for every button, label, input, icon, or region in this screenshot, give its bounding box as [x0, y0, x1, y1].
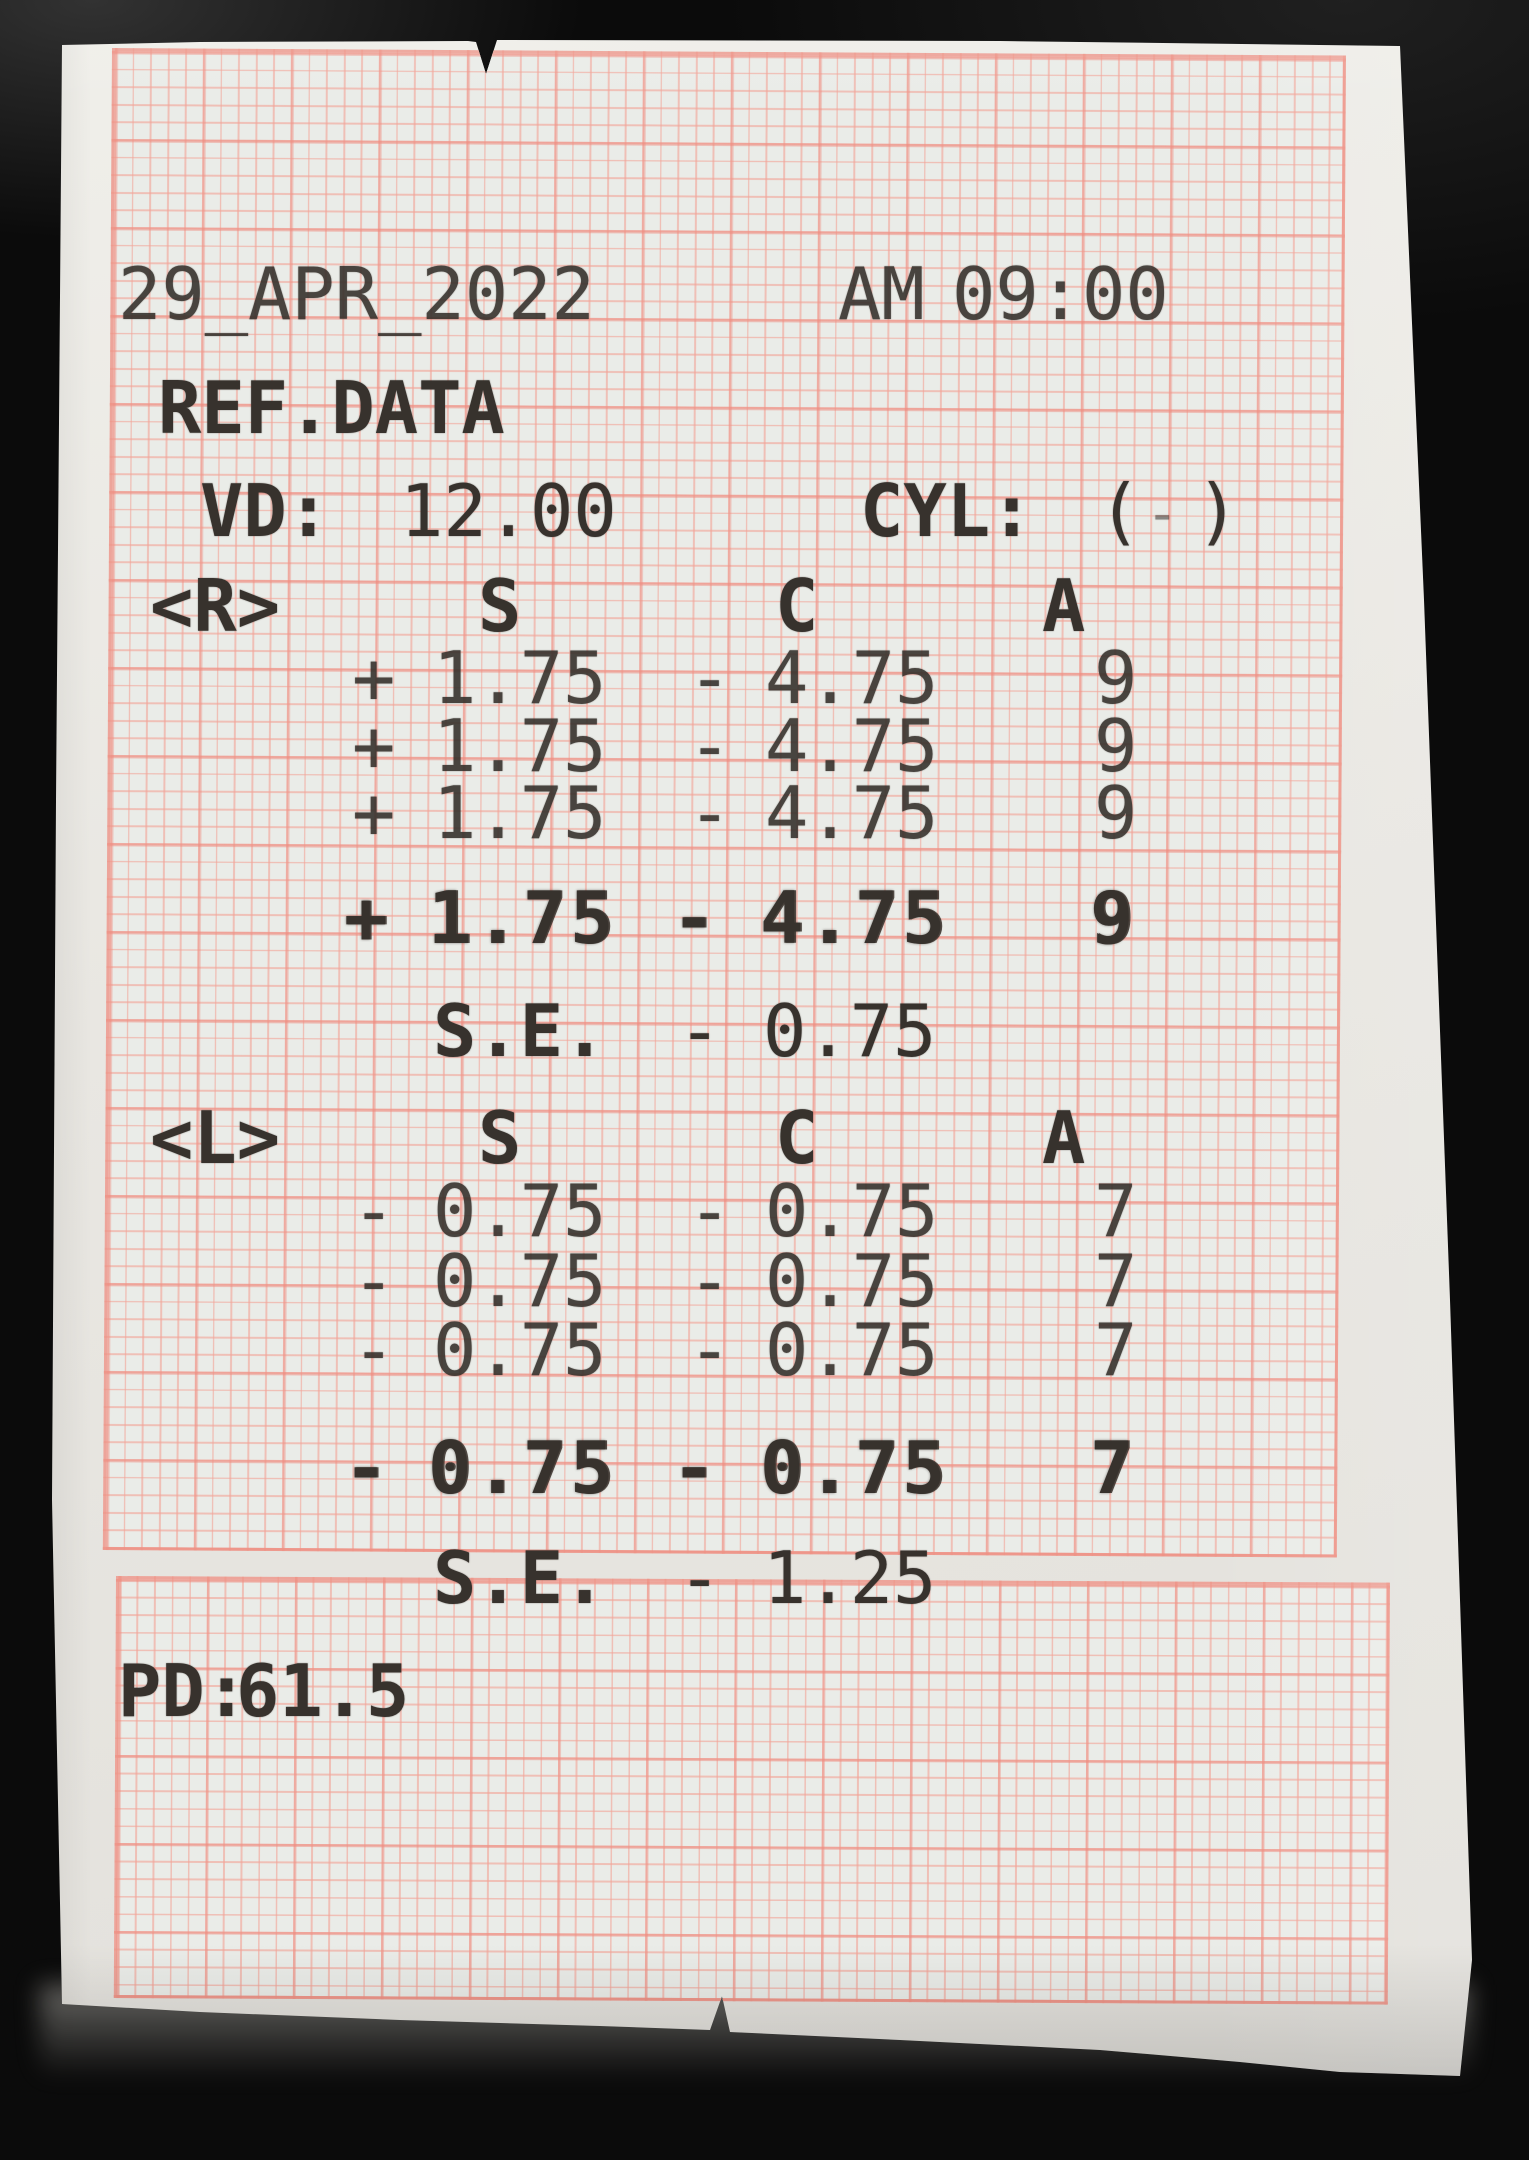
pd-label: PD:	[118, 1649, 249, 1733]
left-final-row: - 0.75 - 0.75 7	[52, 1426, 1472, 1516]
meridiem-text: AM	[838, 252, 925, 336]
cyl-sign: -	[688, 771, 732, 855]
sphere-sign: -	[344, 1426, 392, 1510]
se-value: 0.75	[763, 989, 937, 1073]
pd-line: PD: 61.5	[52, 1649, 1472, 1739]
cyl-value: 0.75	[765, 1239, 939, 1323]
right-reading-row: + 1.75 - 4.75 9	[52, 636, 1472, 726]
column-a-header: A	[1042, 564, 1086, 648]
sphere-sign: +	[344, 876, 392, 960]
sphere-sign: -	[352, 1308, 396, 1392]
cyl-sign: -	[688, 636, 732, 720]
sphere-sign: +	[352, 771, 396, 855]
right-final-row: + 1.75 - 4.75 9	[52, 876, 1472, 966]
sphere-sign: +	[352, 636, 396, 720]
cyl-value: 0.75	[760, 1426, 950, 1510]
sphere-value: 0.75	[428, 1426, 618, 1510]
cyl-value: 4.75	[765, 771, 939, 855]
cyl-label: CYL:	[860, 469, 1034, 553]
axis-value: 7	[1090, 1426, 1138, 1510]
left-eye-label: <L>	[150, 1096, 281, 1180]
cyl-sign: -	[672, 1426, 720, 1510]
axis-value: 9	[1094, 704, 1138, 788]
cyl-sign: -	[688, 1239, 732, 1323]
column-c-header: C	[775, 564, 819, 648]
cyl-dash: -	[1146, 482, 1179, 545]
cyl-sign: -	[688, 1308, 732, 1392]
axis-value: 7	[1094, 1169, 1138, 1253]
cyl-value: 4.75	[765, 636, 939, 720]
column-a-header: A	[1042, 1096, 1086, 1180]
title-line: REF.DATA	[52, 366, 1472, 456]
axis-value: 7	[1094, 1308, 1138, 1392]
se-label: S.E.	[433, 1536, 607, 1620]
right-eye-header: <R> S C A	[52, 564, 1472, 654]
left-reading-row: - 0.75 - 0.75 7	[52, 1308, 1472, 1398]
vd-label: VD:	[200, 469, 331, 553]
vd-cyl-line: VD: 12.00 CYL: ( - )	[52, 469, 1472, 559]
grid-block-bottom	[113, 1576, 1390, 2005]
sphere-value: 1.75	[433, 704, 607, 788]
left-eye-header: <L> S C A	[52, 1096, 1472, 1186]
right-reading-row: + 1.75 - 4.75 9	[52, 704, 1472, 794]
axis-value: 9	[1094, 636, 1138, 720]
vd-value: 12.00	[400, 469, 617, 553]
sphere-sign: +	[352, 704, 396, 788]
pd-value: 61.5	[236, 1649, 410, 1733]
sphere-value: 1.75	[433, 771, 607, 855]
sphere-value: 0.75	[433, 1169, 607, 1253]
datetime-line: 29_APR_2022 AM 09:00	[52, 252, 1472, 342]
column-s-header: S	[478, 1096, 522, 1180]
cyl-sign: -	[688, 1169, 732, 1253]
axis-value: 9	[1094, 771, 1138, 855]
right-se-line: S.E. - 0.75	[52, 989, 1472, 1079]
se-sign: -	[678, 1536, 722, 1620]
sphere-value: 1.75	[433, 636, 607, 720]
cyl-value: 4.75	[765, 704, 939, 788]
sphere-value: 0.75	[433, 1239, 607, 1323]
cyl-value: 4.75	[760, 876, 950, 960]
cyl-sign: -	[688, 704, 732, 788]
time-text: 09:00	[952, 252, 1169, 336]
se-label: S.E.	[433, 989, 607, 1073]
cyl-sign: -	[672, 876, 720, 960]
date-text: 29_APR_2022	[118, 252, 595, 336]
sphere-value: 0.75	[433, 1308, 607, 1392]
axis-value: 7	[1094, 1239, 1138, 1323]
left-reading-row: - 0.75 - 0.75 7	[52, 1239, 1472, 1329]
sphere-sign: -	[352, 1169, 396, 1253]
cyl-value: 0.75	[765, 1308, 939, 1392]
ref-data-title: REF.DATA	[158, 366, 505, 450]
sphere-sign: -	[352, 1239, 396, 1323]
left-se-line: S.E. - 1.25	[52, 1536, 1472, 1626]
column-s-header: S	[478, 564, 522, 648]
left-reading-row: - 0.75 - 0.75 7	[52, 1169, 1472, 1259]
cyl-paren-close: )	[1196, 469, 1240, 553]
cyl-value: 0.75	[765, 1169, 939, 1253]
se-value: 1.25	[763, 1536, 937, 1620]
column-c-header: C	[775, 1096, 819, 1180]
sphere-value: 1.75	[428, 876, 618, 960]
axis-value: 9	[1090, 876, 1138, 960]
right-eye-label: <R>	[150, 564, 281, 648]
cyl-paren-open: (	[1098, 469, 1142, 553]
right-reading-row: + 1.75 - 4.75 9	[52, 771, 1472, 861]
se-sign: -	[678, 989, 722, 1073]
